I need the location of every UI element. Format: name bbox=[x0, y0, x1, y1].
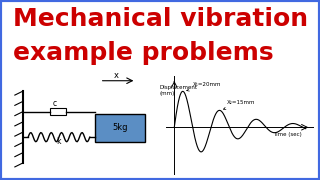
Text: Time (sec): Time (sec) bbox=[273, 132, 302, 137]
Text: c: c bbox=[53, 99, 57, 108]
Bar bbox=[50, 108, 67, 115]
Text: k: k bbox=[56, 137, 60, 146]
Text: 5kg: 5kg bbox=[112, 123, 127, 132]
Text: Displacement
(mm): Displacement (mm) bbox=[160, 85, 198, 96]
Text: X₂=15mm: X₂=15mm bbox=[223, 100, 255, 109]
Text: x: x bbox=[114, 71, 119, 80]
Text: example problems: example problems bbox=[12, 41, 273, 65]
Text: X₁=20mm: X₁=20mm bbox=[187, 82, 221, 91]
Text: Mechanical vibration: Mechanical vibration bbox=[12, 7, 308, 31]
Bar bbox=[95, 114, 145, 142]
